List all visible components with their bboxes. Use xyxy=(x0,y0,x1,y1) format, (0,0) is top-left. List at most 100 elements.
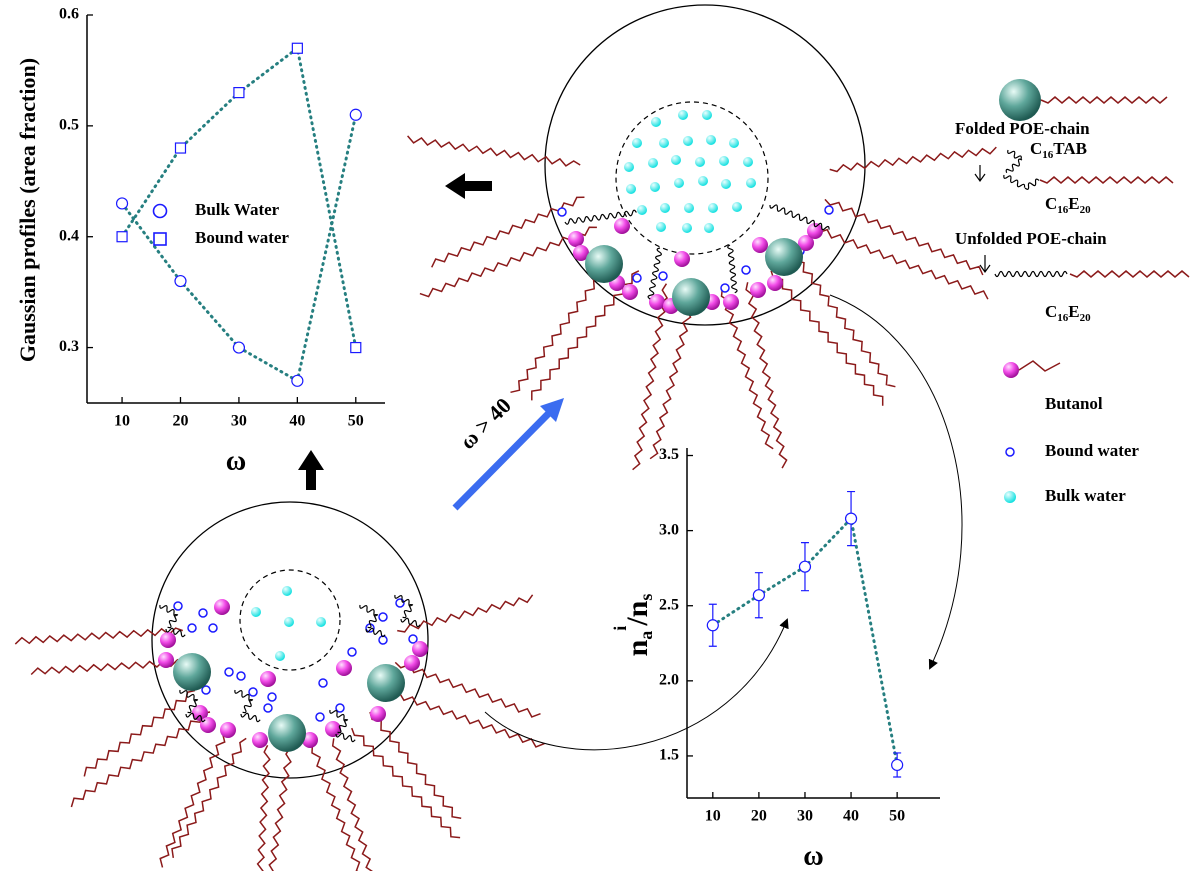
y-tick-label: 2.5 xyxy=(659,596,679,613)
bulk-water xyxy=(682,223,692,233)
bound-water xyxy=(348,648,356,656)
legend-icon xyxy=(1003,362,1019,378)
butanol xyxy=(674,251,690,267)
poe-chain xyxy=(1008,150,1022,159)
arrow xyxy=(975,165,985,181)
x-tick-label: 30 xyxy=(231,413,247,430)
bulk-water xyxy=(719,156,729,166)
chain xyxy=(352,728,460,837)
bulk-water xyxy=(674,178,684,188)
legend-marker xyxy=(154,205,167,218)
butanol xyxy=(200,717,216,733)
bulk-water xyxy=(650,182,660,192)
bulk-water xyxy=(695,157,705,167)
y-axis-title-part: s xyxy=(636,594,656,601)
poe-chain xyxy=(403,605,413,618)
x-tick-label: 30 xyxy=(797,808,813,825)
bulk-water xyxy=(683,136,693,146)
legend-label: Bulk water xyxy=(1045,486,1126,505)
surfactant-head xyxy=(173,653,211,691)
legend-label: C16TAB xyxy=(1030,139,1087,161)
butanol xyxy=(568,231,584,247)
chain xyxy=(160,728,228,867)
bulk-water xyxy=(708,203,718,213)
bound-water xyxy=(268,693,276,701)
chain xyxy=(633,284,668,470)
surfactant-head xyxy=(585,245,623,283)
x-tick-label: 10 xyxy=(114,413,130,430)
x-tick-label: 20 xyxy=(172,413,188,430)
x-axis-title: ω xyxy=(803,840,823,871)
bulk-water xyxy=(251,607,261,617)
bound-water xyxy=(379,636,387,644)
legend-label: Bound water xyxy=(1045,441,1139,460)
point xyxy=(175,143,185,153)
bulk-water xyxy=(671,155,681,165)
bulk-water xyxy=(651,117,661,127)
point xyxy=(233,342,244,353)
bound-water xyxy=(264,704,272,712)
y-axis-title-part: n xyxy=(621,639,654,656)
legend-text: Folded POE-chain xyxy=(955,119,1090,138)
legend-text: E xyxy=(1068,194,1079,213)
y-axis-title: nai/ns xyxy=(610,594,656,657)
bound-water xyxy=(396,599,404,607)
bound-water xyxy=(316,713,324,721)
bulk-water xyxy=(706,135,716,145)
bulk-water xyxy=(626,184,636,194)
bulk-water xyxy=(648,158,658,168)
bound-water xyxy=(659,272,667,280)
poe-chain xyxy=(336,733,355,741)
legend-label: Bulk Water xyxy=(195,200,280,219)
legend-icon xyxy=(1004,491,1016,503)
chain xyxy=(172,738,246,858)
x-tick-label: 40 xyxy=(289,413,305,430)
point xyxy=(175,276,186,287)
butanol xyxy=(767,275,783,291)
point xyxy=(846,513,857,524)
bulk-water xyxy=(704,223,714,233)
bulk-water xyxy=(282,586,292,596)
y-axis-title: Gaussian profiles (area fraction) xyxy=(15,58,40,362)
chain xyxy=(793,253,895,386)
legend-text: Bound water xyxy=(1045,441,1139,460)
poe-chain xyxy=(995,272,1067,277)
legend-text: 16 xyxy=(1057,204,1069,216)
chain xyxy=(1070,271,1189,277)
butanol xyxy=(622,284,638,300)
bulk-water xyxy=(729,138,739,148)
point xyxy=(753,590,764,601)
fit-line xyxy=(122,115,356,381)
butanol xyxy=(325,721,341,737)
bulk-water xyxy=(637,205,647,215)
butanol xyxy=(750,282,766,298)
poe-chain xyxy=(1004,175,1025,188)
bulk-water xyxy=(702,110,712,120)
point xyxy=(234,88,244,98)
bound-water xyxy=(188,624,196,632)
legend-text: C xyxy=(1030,139,1042,158)
y-axis-title-part: /n xyxy=(621,600,654,626)
point xyxy=(117,198,128,209)
arrow xyxy=(445,173,492,199)
arrow xyxy=(830,295,962,668)
chain xyxy=(71,712,210,807)
y-tick-label: 3.5 xyxy=(659,446,679,463)
legend-text: Bulk water xyxy=(1045,486,1126,505)
y-tick-label: 0.5 xyxy=(59,117,79,134)
butanol xyxy=(412,641,428,657)
bulk-water xyxy=(316,617,326,627)
point xyxy=(892,759,903,770)
legend-text: Unfolded POE-chain xyxy=(955,229,1107,248)
legend-icon xyxy=(1019,361,1060,371)
condition-label: ω > 40 xyxy=(455,393,516,454)
poe-chain xyxy=(241,713,260,721)
butanol xyxy=(370,706,386,722)
bound-water xyxy=(379,613,387,621)
water-pool xyxy=(616,102,768,254)
bound-water xyxy=(237,672,245,680)
bulk-water xyxy=(660,203,670,213)
legend-text: 20 xyxy=(1080,312,1092,324)
chain xyxy=(333,738,382,871)
butanol xyxy=(752,237,768,253)
